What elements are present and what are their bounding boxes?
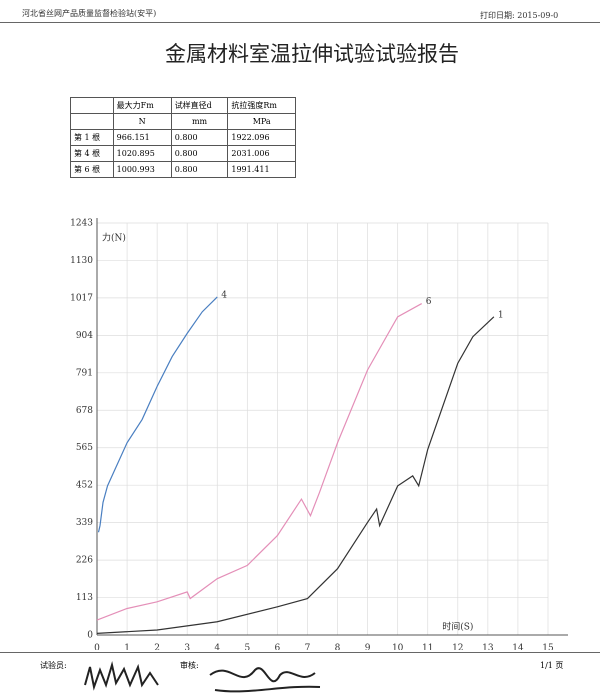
x-tick-label: 6 <box>275 644 281 651</box>
cell: N <box>112 113 172 130</box>
cell: MPa <box>227 113 296 130</box>
signatures <box>84 661 321 693</box>
x-tick-label: 0 <box>94 644 100 651</box>
cell: 1991.411 <box>227 161 296 178</box>
y-tick-label: 1017 <box>70 293 93 303</box>
x-tick-label: 10 <box>392 644 404 651</box>
y-tick-label: 226 <box>76 556 93 566</box>
tester-label: 试验员: <box>40 661 67 670</box>
cell: 0.800 <box>170 145 229 162</box>
series-label: 4 <box>221 290 227 300</box>
x-tick-label: 13 <box>482 644 494 651</box>
x-tick-label: 5 <box>244 644 250 651</box>
reviewer-label: 审核: <box>180 661 199 670</box>
x-tick-label: 8 <box>335 644 341 651</box>
x-tick-label: 12 <box>452 644 463 651</box>
y-tick-label: 904 <box>76 331 93 341</box>
header-row: 最大力Fm 试样直径d 抗拉强度Rm <box>70 97 296 114</box>
cell: 1922.096 <box>227 129 296 146</box>
x-tick-label: 3 <box>184 644 190 651</box>
x-tick-label: 4 <box>214 644 220 651</box>
x-tick-label: 15 <box>542 644 554 651</box>
x-tick-label: 7 <box>305 644 311 651</box>
print-date: 打印日期: 2015-09-0 <box>480 11 559 20</box>
y-tick-label: 0 <box>87 631 93 641</box>
cell: mm <box>170 113 229 130</box>
org: 河北省丝网产品质量监督检验站(安平) <box>22 9 157 18</box>
cell <box>70 113 114 130</box>
cell: 最大力Fm <box>112 97 172 114</box>
data-row: 第 1 根 966.151 0.800 1922.096 <box>70 129 296 146</box>
y-tick-label: 452 <box>76 481 93 491</box>
cell: 第 6 根 <box>70 161 114 178</box>
series-line <box>97 296 218 533</box>
y-tick-label: 339 <box>76 518 93 528</box>
data-row: 第 6 根 1000.993 0.800 1991.411 <box>70 161 296 178</box>
report-title: 金属材料室温拉伸试验试验报告 <box>165 42 459 66</box>
page-number: 1/1 页 <box>540 661 564 670</box>
cell: 第 4 根 <box>70 145 114 162</box>
cell: 1020.895 <box>112 145 172 162</box>
series-line <box>96 316 495 634</box>
cell: 966.151 <box>112 129 172 146</box>
cell: 0.800 <box>170 161 229 178</box>
header-rule <box>0 22 600 23</box>
y-tick-label: 1243 <box>70 219 93 229</box>
cell: 0.800 <box>170 129 229 146</box>
x-tick-label: 11 <box>422 644 433 651</box>
x-tick-label: 2 <box>154 644 160 651</box>
x-tick-label: 14 <box>512 644 524 651</box>
y-tick-label: 791 <box>76 368 93 378</box>
cell: 1000.993 <box>112 161 172 178</box>
x-tick-label: 9 <box>365 644 371 651</box>
cell <box>70 97 114 114</box>
x-tick-label: 1 <box>124 644 130 651</box>
footer-rule <box>0 652 600 653</box>
series-label: 6 <box>426 297 432 307</box>
x-axis-label: 时间(S) <box>442 621 473 633</box>
cell: 2031.006 <box>227 145 296 162</box>
y-tick-label: 678 <box>76 406 93 416</box>
cell: 试样直径d <box>170 97 229 114</box>
series-label: 1 <box>498 310 504 320</box>
series-line <box>96 303 423 621</box>
cell: 抗拉强度Rm <box>227 97 296 114</box>
y-tick-label: 1130 <box>70 256 93 266</box>
y-axis-label: 力(N) <box>102 232 126 244</box>
y-tick-label: 113 <box>76 593 93 603</box>
cell: 第 1 根 <box>70 129 114 146</box>
data-row: 第 4 根 1020.895 0.800 2031.006 <box>70 145 296 162</box>
y-tick-label: 565 <box>76 443 93 453</box>
